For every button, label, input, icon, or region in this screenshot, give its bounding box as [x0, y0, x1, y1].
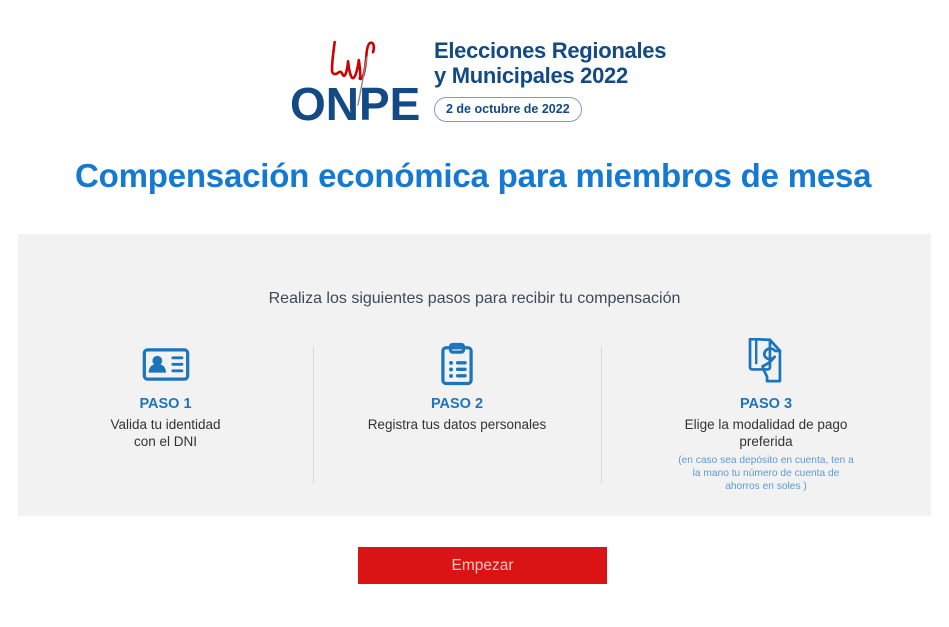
- svg-text:ONPE: ONPE: [290, 78, 420, 127]
